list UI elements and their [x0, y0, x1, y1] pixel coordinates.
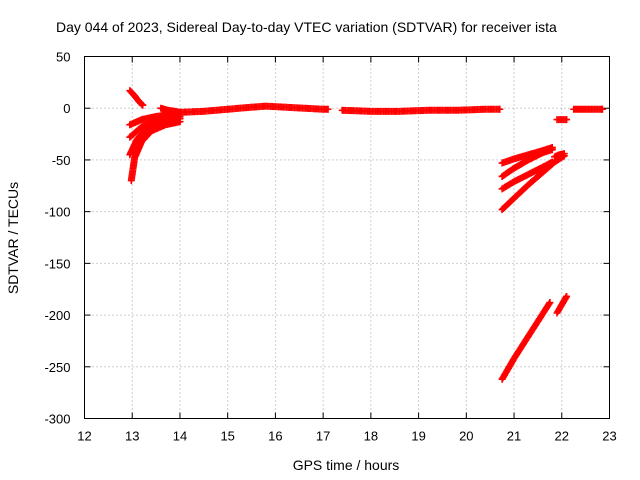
data-point — [176, 118, 184, 126]
data-series — [498, 152, 568, 214]
data-point — [496, 105, 504, 113]
axis-ticks: 12 13 14 15 16 17 18 19 20 21 22 23 50 0 -50 -100 -150 -2… — [44, 50, 616, 444]
data-series — [176, 102, 332, 116]
x-tick-label: 21 — [507, 429, 521, 444]
data-point — [563, 292, 571, 300]
plot-frame — [84, 56, 610, 419]
data-point — [546, 299, 554, 307]
y-tick-label: 0 — [63, 101, 70, 116]
x-tick-label: 22 — [555, 429, 569, 444]
x-tick-label: 23 — [602, 429, 616, 444]
x-tick-label: 20 — [459, 429, 473, 444]
data-point — [598, 105, 606, 113]
x-tick-label: 15 — [220, 429, 234, 444]
data-series — [551, 150, 568, 161]
data-point — [138, 100, 146, 108]
y-tick-label: -50 — [52, 153, 71, 168]
x-tick-label: 17 — [316, 429, 330, 444]
data-point — [563, 116, 571, 124]
x-tick-label: 16 — [268, 429, 282, 444]
x-tick-label: 14 — [173, 429, 187, 444]
data-series — [553, 116, 571, 124]
data-points — [126, 87, 606, 383]
x-tick-label: 18 — [364, 429, 378, 444]
chart-title: Day 044 of 2023, Sidereal Day-to-day VTE… — [56, 19, 557, 35]
x-tick-label: 13 — [125, 429, 139, 444]
data-series — [498, 146, 556, 180]
data-series — [498, 299, 554, 383]
data-point — [139, 101, 147, 109]
y-tick-label: -250 — [44, 360, 70, 375]
data-point — [560, 150, 568, 158]
data-series — [126, 87, 147, 109]
data-series — [553, 292, 571, 317]
y-tick-label: -300 — [44, 412, 70, 427]
data-point — [324, 105, 332, 113]
x-tick-label: 19 — [411, 429, 425, 444]
data-point — [545, 300, 553, 308]
x-axis-label: GPS time / hours — [293, 457, 400, 473]
y-tick-label: -200 — [44, 308, 70, 323]
y-tick-label: -100 — [44, 205, 70, 220]
x-tick-label: 12 — [77, 429, 91, 444]
data-series — [127, 118, 184, 185]
y-tick-label: -150 — [44, 256, 70, 271]
y-axis-label: SDTVAR / TECUs — [5, 182, 21, 294]
data-point — [548, 146, 556, 154]
y-tick-label: 50 — [56, 50, 70, 65]
data-series — [338, 105, 504, 115]
data-series — [570, 105, 606, 113]
